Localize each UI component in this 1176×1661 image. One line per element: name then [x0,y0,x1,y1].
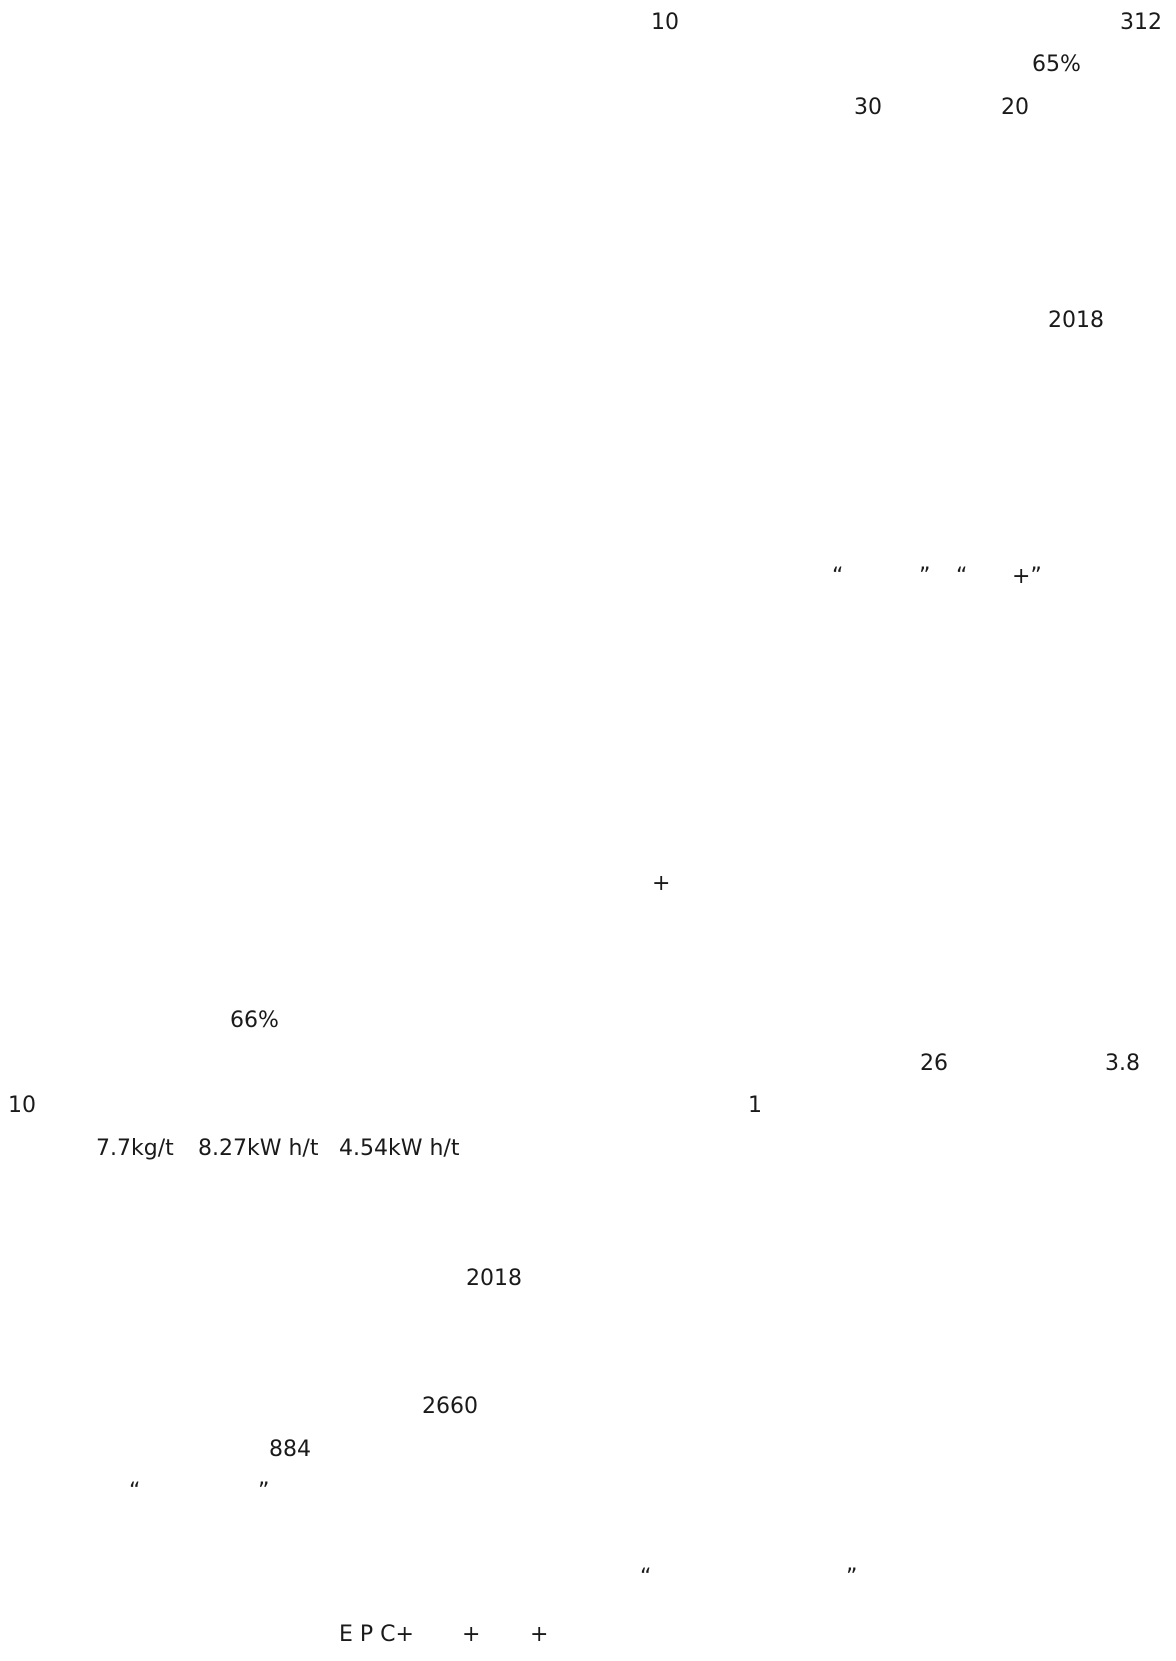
text-fragment: 2660 [422,1394,478,1419]
text-fragment: +” [1012,564,1042,589]
text-fragment: 66% [230,1008,279,1033]
text-fragment: 20 [1001,95,1029,120]
text-fragment: 2018 [1048,308,1104,333]
quote-open: “ [640,1565,652,1590]
quote-open: “ [956,564,968,589]
text-fragment: 10 [651,10,679,35]
quote-close: ” [846,1565,858,1590]
quote-close: ” [258,1479,270,1504]
text-fragment: 30 [854,95,882,120]
text-fragment: + [530,1622,549,1647]
text-fragment: 312 [1120,10,1162,35]
text-fragment: + [462,1622,481,1647]
quote-close: ” [919,564,931,589]
text-fragment: 7.7kg/t [96,1136,174,1161]
text-fragment: 65% [1032,52,1081,77]
text-fragment: E P C+ [339,1622,414,1647]
text-fragment: 8.27kW h/t [198,1136,319,1161]
text-fragment: + [652,871,671,896]
text-fragment: 1 [748,1093,762,1118]
text-fragment: 10 [8,1093,36,1118]
text-fragment: 884 [269,1437,311,1462]
quote-open: “ [832,564,844,589]
text-fragment: 3.8 [1105,1051,1140,1076]
text-fragment: 4.54kW h/t [339,1136,460,1161]
text-fragment: 26 [920,1051,948,1076]
text-fragment: 2018 [466,1266,522,1291]
quote-open: “ [129,1479,141,1504]
